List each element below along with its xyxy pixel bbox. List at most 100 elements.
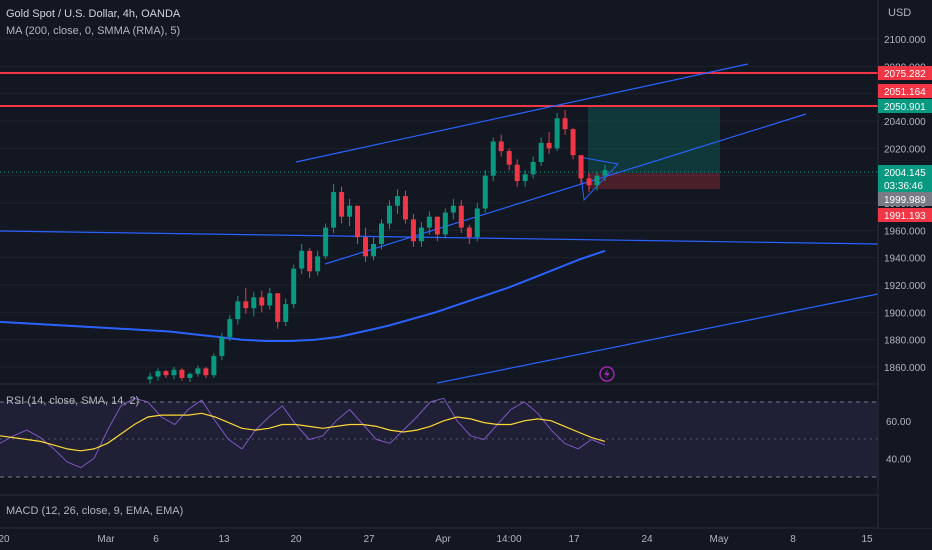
candle-body[interactable] — [474, 208, 480, 238]
candle-body[interactable] — [458, 205, 464, 228]
candle-body[interactable] — [211, 356, 217, 376]
candle-body[interactable] — [203, 368, 209, 376]
rsi-tick-label: 40.00 — [886, 454, 911, 465]
candle-body[interactable] — [219, 336, 225, 357]
lightning-icon[interactable] — [599, 366, 615, 382]
price-tick-label: 1960.000 — [884, 226, 926, 237]
candle-body[interactable] — [259, 297, 265, 306]
candle-body[interactable] — [426, 216, 432, 228]
candle-body[interactable] — [394, 196, 400, 206]
candle-body[interactable] — [339, 192, 345, 217]
candle-body[interactable] — [371, 244, 377, 257]
price-tag-label: 03:36:46 — [884, 181, 923, 192]
candle-body[interactable] — [410, 219, 416, 242]
long-term-trendline[interactable] — [436, 293, 879, 384]
symbol-title[interactable]: Gold Spot / U.S. Dollar, 4h, OANDA — [6, 8, 181, 20]
candle-body[interactable] — [434, 216, 440, 235]
price-tag-label: 1991.193 — [884, 211, 926, 222]
ma-indicator-legend[interactable]: MA (200, close, 0, SMMA (RMA), 5) — [6, 25, 181, 37]
price-tick-label: 1900.000 — [884, 308, 926, 319]
currency-label[interactable]: USD — [888, 7, 912, 19]
time-axis-label: 14:00 — [496, 534, 521, 545]
target-zone[interactable] — [588, 106, 720, 173]
candle-body[interactable] — [586, 178, 592, 186]
candle-body[interactable] — [522, 174, 528, 182]
candle-body[interactable] — [267, 293, 273, 306]
candle-body[interactable] — [315, 256, 321, 272]
candle-body[interactable] — [155, 371, 161, 377]
rsi-ma-line[interactable] — [0, 412, 606, 452]
candle-body[interactable] — [482, 175, 488, 209]
rsi-scale[interactable]: 60.00 40.00 — [886, 417, 911, 466]
time-axis-label: 20 — [0, 534, 10, 545]
candle-body[interactable] — [179, 369, 185, 378]
candle-body[interactable] — [570, 129, 576, 156]
channel-upper-trendline[interactable] — [295, 63, 749, 163]
candle-body[interactable] — [227, 319, 233, 337]
candle-body[interactable] — [187, 373, 193, 378]
rsi-indicator-legend[interactable]: RSI (14, close, SMA, 14, 2) — [6, 395, 140, 407]
macd-indicator-legend[interactable]: MACD (12, 26, close, 9, EMA, EMA) — [6, 505, 184, 517]
candle-body[interactable] — [378, 223, 384, 245]
candle-body[interactable] — [307, 250, 313, 272]
candle-body[interactable] — [235, 301, 241, 320]
candle-body[interactable] — [498, 141, 504, 152]
price-tag — [878, 66, 932, 80]
time-axis-label: 8 — [790, 534, 796, 545]
candle-body[interactable] — [347, 205, 353, 217]
price-tags: 2075.282 2051.164 2050.901 2004.145 03:36:46… — [878, 66, 932, 222]
rsi-line[interactable] — [0, 397, 606, 469]
candle-body[interactable] — [538, 142, 544, 162]
time-axis-label: 15 — [861, 534, 873, 545]
ma200-line[interactable] — [0, 249, 606, 342]
candle-body[interactable] — [386, 205, 392, 224]
candle-body[interactable] — [331, 192, 337, 228]
candle-body[interactable] — [163, 371, 169, 376]
candle-body[interactable] — [554, 118, 560, 149]
candle-body[interactable] — [171, 369, 177, 376]
price-grid — [0, 38, 878, 368]
price-tick-label: 2100.000 — [884, 35, 926, 46]
price-tag-label: 2051.164 — [884, 87, 926, 98]
candle-body[interactable] — [195, 368, 201, 374]
candle-body[interactable] — [546, 142, 552, 149]
candle-body[interactable] — [490, 141, 496, 176]
stop-zone[interactable] — [588, 173, 720, 189]
candle-body[interactable] — [363, 237, 369, 257]
candle-body[interactable] — [283, 304, 289, 322]
candle-body[interactable] — [506, 151, 512, 165]
candle-body[interactable] — [147, 376, 153, 380]
channel-lower-trendline[interactable] — [324, 113, 807, 265]
price-tag — [878, 165, 932, 179]
candle-body[interactable] — [530, 162, 536, 175]
candle-body[interactable] — [291, 268, 297, 305]
horizontal-support-trendline[interactable] — [0, 230, 879, 245]
candle-body[interactable] — [243, 301, 249, 309]
price-tick-label: 1920.000 — [884, 281, 926, 292]
candle-body[interactable] — [355, 205, 361, 238]
candle-body[interactable] — [466, 227, 472, 238]
candle-body[interactable] — [275, 293, 281, 322]
time-axis[interactable]: 20 Mar 6 13 20 27 Apr 14:00 17 24 May 8 15 — [0, 534, 873, 545]
time-axis-label: May — [710, 534, 729, 545]
candle-body[interactable] — [594, 175, 600, 186]
candle-body[interactable] — [602, 170, 608, 176]
candle-body[interactable] — [402, 196, 408, 220]
candle-body[interactable] — [562, 118, 568, 130]
candle-body[interactable] — [578, 155, 584, 179]
price-tick-label: 2040.000 — [884, 117, 926, 128]
candle-body[interactable] — [418, 227, 424, 242]
candle-body[interactable] — [450, 205, 456, 213]
candle-body[interactable] — [299, 250, 305, 269]
time-axis-label: Mar — [97, 534, 115, 545]
time-axis-label: 13 — [218, 534, 230, 545]
candle-body[interactable] — [514, 164, 520, 182]
candlestick-series[interactable] — [147, 110, 608, 388]
candle-body[interactable] — [442, 212, 448, 235]
candle-body[interactable] — [323, 227, 329, 257]
price-tag — [878, 178, 932, 192]
price-tag-label: 2004.145 — [884, 168, 926, 179]
candle-body[interactable] — [251, 297, 257, 309]
rsi-tick-label: 60.00 — [886, 417, 911, 428]
